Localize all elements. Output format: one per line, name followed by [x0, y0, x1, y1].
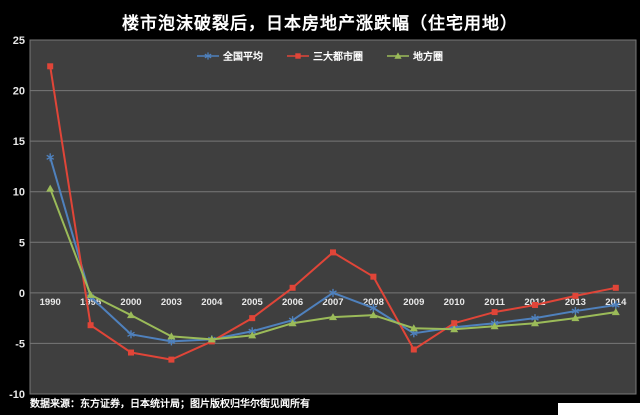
y-axis-tick-label: 0	[19, 288, 25, 300]
triangle-marker-icon	[394, 51, 402, 59]
square-marker-icon	[330, 249, 336, 256]
x-axis-tick-label: 2010	[444, 297, 465, 308]
legend: 全国平均 三大都市圈 地方圈	[0, 48, 640, 63]
x-axis-tick-label: 2000	[120, 297, 141, 308]
star-marker-icon	[329, 288, 337, 297]
x-axis-tick-label: 2007	[322, 297, 343, 308]
y-axis-tick-label: 10	[13, 187, 25, 199]
legend-marker-icon	[387, 51, 409, 59]
square-marker-icon	[451, 320, 458, 327]
star-marker-icon	[571, 307, 580, 316]
triangle-marker-icon	[409, 324, 418, 332]
square-marker-icon	[289, 284, 296, 291]
legend-label: 全国平均	[223, 52, 263, 63]
star-marker-icon	[611, 300, 620, 309]
triangle-marker-icon	[369, 311, 378, 319]
y-axis-tick-label: 20	[13, 86, 25, 98]
star-marker-icon	[46, 153, 55, 162]
triangle-marker-icon	[167, 332, 176, 340]
star-marker-icon	[127, 330, 135, 339]
chart-title: 楼市泡沫破裂后，日本房地产涨跌幅（住宅用地）	[122, 14, 518, 33]
x-axis-tick-label: 2006	[282, 297, 303, 308]
square-marker-icon	[128, 349, 134, 356]
triangle-marker-icon	[450, 325, 459, 333]
square-marker-icon	[47, 63, 54, 70]
triangle-marker-icon	[329, 313, 337, 321]
triangle-marker-icon	[571, 314, 580, 322]
x-axis-tick-label: 2003	[161, 297, 182, 308]
y-axis-tick-label: 15	[13, 136, 25, 148]
legend-label: 三大都市圈	[313, 52, 363, 63]
triangle-marker-icon	[531, 319, 539, 327]
star-marker-icon	[204, 51, 212, 60]
x-axis-tick-label: 2009	[403, 297, 424, 308]
y-axis-tick-label: -10	[9, 389, 25, 401]
square-marker-icon	[532, 301, 538, 308]
triangle-marker-icon	[288, 319, 297, 327]
y-axis-tick-label: -5	[15, 338, 25, 350]
legend-item: 三大都市圈	[287, 48, 363, 63]
source-note: 数据来源：东方证券，日本统计局；图片版权归华尔街见闻所有	[30, 399, 310, 410]
y-axis-tick-label: 5	[19, 237, 25, 249]
square-marker-icon	[295, 52, 301, 59]
square-marker-icon	[168, 356, 175, 363]
legend-item: 全国平均	[197, 48, 263, 63]
triangle-marker-icon	[248, 331, 257, 339]
y-axis-tick-label: 25	[13, 35, 25, 47]
x-axis-tick-label: 1990	[40, 297, 61, 308]
triangle-marker-icon	[86, 290, 95, 298]
plot-area	[29, 39, 637, 395]
square-marker-icon	[87, 322, 94, 329]
triangle-marker-icon	[46, 184, 55, 192]
x-axis-tick-label: 2013	[565, 297, 586, 308]
triangle-marker-icon	[127, 311, 135, 319]
x-axis-tick-label: 2011	[484, 297, 505, 308]
legend-marker-icon	[197, 51, 219, 60]
watermark-strip	[558, 403, 640, 415]
square-marker-icon	[370, 273, 377, 280]
square-marker-icon	[572, 292, 579, 299]
x-axis-tick-label: 2004	[201, 297, 223, 308]
square-marker-icon	[249, 315, 256, 322]
x-axis-tick-label: 2005	[242, 297, 264, 308]
square-marker-icon	[491, 309, 498, 316]
triangle-marker-icon	[490, 322, 499, 330]
x-axis-tick-label: 2008	[363, 297, 384, 308]
legend-label: 地方圈	[413, 52, 443, 63]
square-marker-icon	[410, 346, 417, 353]
square-marker-icon	[612, 284, 619, 291]
triangle-marker-icon	[207, 335, 216, 343]
legend-marker-icon	[287, 52, 309, 59]
legend-item: 地方圈	[387, 48, 443, 63]
triangle-marker-icon	[611, 308, 620, 316]
star-marker-icon	[369, 304, 378, 313]
x-axis-tick-label: 1995	[80, 297, 102, 308]
